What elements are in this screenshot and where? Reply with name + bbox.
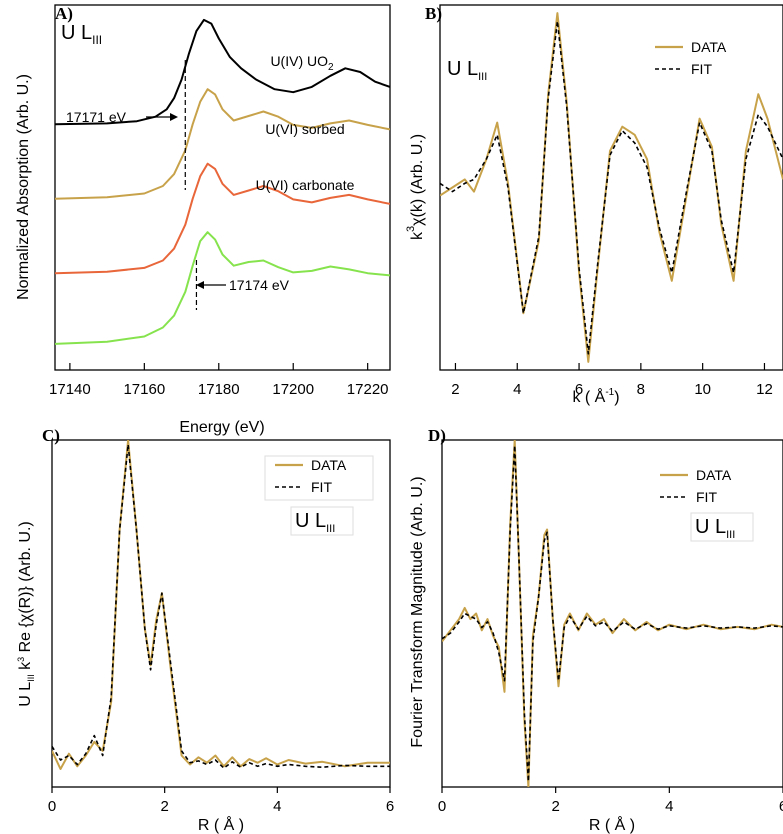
x-axis-label: k ( Å-1) <box>572 387 619 406</box>
box-label-main: U L <box>61 22 92 44</box>
curve-label-sub: 2 <box>328 62 334 73</box>
curve-label: U(IV) UO2 <box>270 53 334 73</box>
box-label: U LIII <box>61 22 102 47</box>
box-label-sub: III <box>326 523 335 535</box>
box-label-sub: III <box>92 33 102 47</box>
curve-label-main: U(VI) sorbed <box>265 121 344 137</box>
y-axis-label-main: k <box>409 231 426 240</box>
legend-box <box>264 455 374 501</box>
x-tick-label: 4 <box>665 798 673 815</box>
legend-label: FIT <box>311 479 332 495</box>
series-line-fit <box>52 443 390 769</box>
x-tick-label: 10 <box>694 381 711 398</box>
series-group <box>55 18 390 345</box>
x-tick-label: 4 <box>273 798 281 815</box>
box-label-sub: III <box>726 529 735 541</box>
x-tick-label: 17220 <box>347 381 389 398</box>
y-axis-label-sub: III <box>26 674 36 682</box>
series-line-u-vi-sorbed <box>55 162 390 275</box>
series-line-data <box>440 12 783 363</box>
legend-label: DATA <box>311 457 347 473</box>
x-tick-label: 17140 <box>49 381 91 398</box>
x-axis-label: R ( Å ) <box>589 815 635 834</box>
series-line-u-vi-sorbed <box>55 88 390 200</box>
arrow-head <box>196 281 204 289</box>
x-axis-label: R ( Å ) <box>198 815 244 834</box>
x-tick-label: 2 <box>451 381 459 398</box>
panel-0: A) 17140 17160 17180 17200 17220 U LIII U(IV) U… <box>15 4 391 436</box>
panel-letter: B) <box>425 4 442 23</box>
box-label-frame <box>290 506 354 536</box>
x-tick-label: 6 <box>575 381 583 398</box>
curve-label: U(VI) sorbed <box>265 121 344 137</box>
y-axis-label-c: Re {χ(R)} (Arb. U.) <box>17 521 34 657</box>
plot-frame <box>441 439 783 788</box>
energy-annotation-17171: 17171 eV <box>66 109 127 125</box>
y-axis-label: Fourier Transform Magnitude (Arb. U.) <box>409 476 426 747</box>
x-tick-label: 6 <box>779 798 783 815</box>
x-axis-label-post: ) <box>614 389 619 406</box>
x-axis-label-sup: -1 <box>605 387 614 398</box>
energy-annotation-17174: 17174 eV <box>229 277 290 293</box>
x-tick-label: 12 <box>756 381 773 398</box>
x-tick-label: 8 <box>637 381 645 398</box>
panel-letter: C) <box>42 426 60 445</box>
y-axis-label: Normalized Absorption (Arb. U.) <box>15 74 32 300</box>
y-axis-label-sup: 3 <box>405 226 417 232</box>
x-tick-label: 4 <box>513 381 521 398</box>
box-label: U LIII <box>695 516 735 541</box>
box-label-main: U L <box>695 516 726 538</box>
x-tick-label: 17200 <box>272 381 314 398</box>
y-axis-label: k3χ(k) (Arb. U.) <box>405 134 426 240</box>
series-group <box>52 440 390 770</box>
box-label-sub: III <box>478 71 487 83</box>
x-tick-label: 2 <box>551 798 559 815</box>
series-group <box>440 12 783 363</box>
plot-frame <box>54 4 391 371</box>
x-tick-label: 6 <box>386 798 394 815</box>
y-axis-label-a: U L <box>17 682 34 707</box>
arrow-head <box>170 113 178 121</box>
series-line-data <box>52 440 390 770</box>
y-axis-label-post: χ(k) (Arb. U.) <box>409 134 426 226</box>
x-tick-label: 0 <box>48 798 56 815</box>
panel-letter: D) <box>428 426 446 445</box>
legend-label: FIT <box>696 489 717 505</box>
panel-letter: A) <box>55 4 73 23</box>
box-label-main: U L <box>447 58 478 80</box>
legend-label: DATA <box>691 39 727 55</box>
y-axis-label-sup: 3 <box>16 657 26 662</box>
x-tick-label: 17180 <box>198 381 240 398</box>
box-label: U LIII <box>447 58 487 83</box>
series-line-data <box>442 440 783 787</box>
plot-frame <box>439 4 783 371</box>
panel-3: D) 0 2 4 6 DATA FIT U LIII R ( Å ) Fourier Transf… <box>409 426 783 834</box>
x-axis-label: Energy (eV) <box>179 419 264 436</box>
y-axis-label-b: k <box>17 661 34 674</box>
legend-label: FIT <box>691 61 712 77</box>
plot-frame <box>51 439 391 788</box>
panel-1: B) 2 4 6 8 10 12 DATA FIT U LIII k ( Å-1) k3χ(k) (A… <box>405 4 783 406</box>
box-label: U LIII <box>295 510 335 535</box>
x-tick-label: 17160 <box>123 381 165 398</box>
series-line-fit <box>440 20 783 355</box>
legend-label: DATA <box>696 467 732 483</box>
series-line-u-vi-carbonate <box>55 231 390 345</box>
box-label-main: U L <box>295 510 326 532</box>
box-label-frame <box>690 512 754 542</box>
y-axis-label: U LIII k3 Re {χ(R)} (Arb. U.) <box>16 521 36 706</box>
x-tick-label: 2 <box>160 798 168 815</box>
x-axis-label-main: k ( Å <box>572 387 605 406</box>
x-tick-label: 0 <box>438 798 446 815</box>
curve-label: U(VI) carbonate <box>256 177 355 193</box>
curve-label-main: U(VI) carbonate <box>256 177 355 193</box>
series-line-fit <box>442 444 783 783</box>
curve-label-main: U(IV) UO <box>270 53 328 69</box>
series-line-u-iv-uo- <box>55 18 390 126</box>
series-group <box>442 440 783 787</box>
